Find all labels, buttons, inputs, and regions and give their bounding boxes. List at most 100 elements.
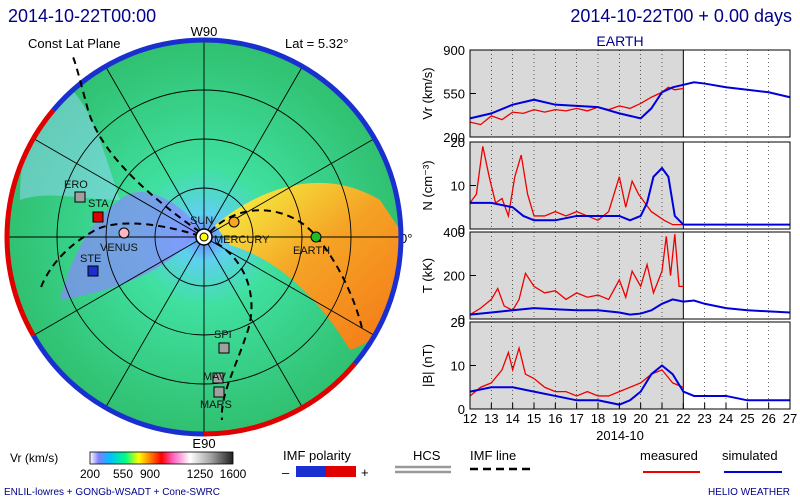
model-footer: ENLIL-lowres + GONGb-WSADT + Cone-SWRC: [4, 487, 220, 498]
y-tick-label: 0: [458, 222, 465, 237]
x-tick-label: 12: [463, 411, 477, 426]
series-simulated: [469, 298, 791, 316]
panel-frame: [469, 141, 791, 230]
y-tick-label: 10: [451, 179, 465, 194]
panel-frame: [469, 321, 791, 410]
measured-label: measured: [640, 448, 698, 463]
y-tick-label: 200: [443, 269, 465, 284]
body-ste: STE: [80, 253, 101, 277]
body-sun: SUN: [190, 215, 213, 246]
y-tick-label: 20: [451, 135, 465, 150]
panel-2: 20 10 0 N (cm⁻³): [420, 135, 791, 237]
imf-line-label: IMF line: [470, 448, 516, 463]
panel-ylabel: T (kK): [420, 258, 435, 293]
rim-negative-arc: [31, 334, 205, 437]
x-tick-label: 25: [740, 411, 754, 426]
imf-polarity-label: IMF polarity: [283, 448, 351, 463]
vr-colorbar: [89, 451, 234, 465]
direction-bottom: E90: [192, 436, 215, 451]
series-simulated: [470, 166, 790, 226]
polarity-negative-swatch: [296, 466, 326, 477]
simulated-label: simulated: [722, 448, 778, 463]
x-tick-label: 19: [612, 411, 626, 426]
vr-tick: 550: [113, 467, 133, 481]
rim-negative-arc: [51, 37, 404, 366]
series-measured: [469, 86, 684, 126]
body-label: STA: [88, 198, 109, 210]
x-tick-label: 14: [505, 411, 519, 426]
x-tick-label: 20: [633, 411, 647, 426]
time-axis: 12 13 14 15 16 17 18 19 20 21 22 23 24 25 26 27: [463, 403, 797, 426]
body-ero: ERO: [64, 179, 88, 203]
series-simulated: [469, 364, 790, 406]
left-title: 2014-10-22T00:00: [8, 6, 156, 26]
vr-tick: 1600: [220, 467, 247, 481]
x-tick-label: 17: [569, 411, 583, 426]
y-tick-label: 0: [458, 312, 465, 327]
series-measured: [469, 234, 684, 316]
vr-colorbar-ticks: 200 550 900 1250 1600: [80, 467, 247, 481]
vr-tick: 200: [80, 467, 100, 481]
lat-label: Lat = 5.32°: [285, 36, 348, 51]
body-earth: EARTH: [293, 231, 330, 257]
x-tick-label: 13: [484, 411, 498, 426]
x-tick-label: 21: [655, 411, 669, 426]
panel-1: 900 550 200 Vr (km/s): [420, 43, 791, 145]
x-tick-label: 24: [719, 411, 733, 426]
legend: Vr (km/s) 200 550 900 1250 1600 IMF polarity…: [10, 448, 782, 481]
y-tick-label: 550: [443, 87, 465, 102]
past-shade: [470, 232, 684, 319]
x-tick-label: 26: [761, 411, 775, 426]
body-label: MARS: [200, 399, 232, 411]
brand-footer: HELIO WEATHER: [708, 487, 790, 498]
x-tick-label: 22: [676, 411, 690, 426]
vr-tick: 1250: [187, 467, 214, 481]
polarity-positive-swatch: [326, 466, 356, 477]
rim-positive-arc: [203, 362, 357, 437]
panel-ylabel: Vr (km/s): [420, 67, 435, 119]
hcs-label: HCS: [413, 448, 441, 463]
body-mav: MAV: [203, 371, 227, 384]
body-label: MAV: [203, 371, 227, 383]
body-label: STE: [80, 253, 101, 265]
x-tick-label: 18: [591, 411, 605, 426]
plane-label: Const Lat Plane: [28, 36, 121, 51]
right-title: 2014-10-22T00 + 0.00 days: [570, 6, 792, 26]
polarity-plus: +: [361, 465, 369, 480]
body-spi: SPI: [214, 329, 232, 354]
x-tick-label: 15: [527, 411, 541, 426]
series-simulated: [469, 81, 791, 120]
vr-tick: 900: [140, 467, 160, 481]
body-venus: VENUS: [100, 227, 138, 254]
hcs-swatch: [395, 465, 451, 474]
body-mars: MARS: [200, 386, 232, 411]
y-tick-label: 900: [443, 43, 465, 58]
vr-legend-label: Vr (km/s): [10, 451, 58, 465]
x-tick-label: 27: [783, 411, 797, 426]
panel-title: EARTH: [596, 33, 643, 49]
body-label: VENUS: [100, 242, 138, 254]
direction-top: W90: [191, 24, 218, 39]
x-tick-label: 23: [697, 411, 711, 426]
series-measured: [469, 146, 684, 226]
panel-frame: [469, 231, 791, 320]
panel-4: 20 10 0 |B| (nT): [420, 315, 791, 417]
y-tick-label: 200: [443, 130, 465, 145]
series-measured: [469, 345, 684, 397]
imf-polarity-rim: [4, 37, 404, 437]
y-tick-label: 20: [451, 315, 465, 330]
body-label: MERCURY: [214, 234, 270, 246]
body-label: SPI: [214, 329, 232, 341]
imf-lines: [39, 54, 363, 421]
x-axis-title: 2014-10: [596, 428, 644, 443]
body-mercury: MERCURY: [214, 216, 270, 246]
high-speed-stream: [215, 182, 400, 350]
rim-positive-arc: [4, 108, 56, 337]
body-sta: STA: [88, 198, 109, 223]
polarity-minus: –: [282, 465, 290, 480]
past-shade: [470, 50, 684, 137]
